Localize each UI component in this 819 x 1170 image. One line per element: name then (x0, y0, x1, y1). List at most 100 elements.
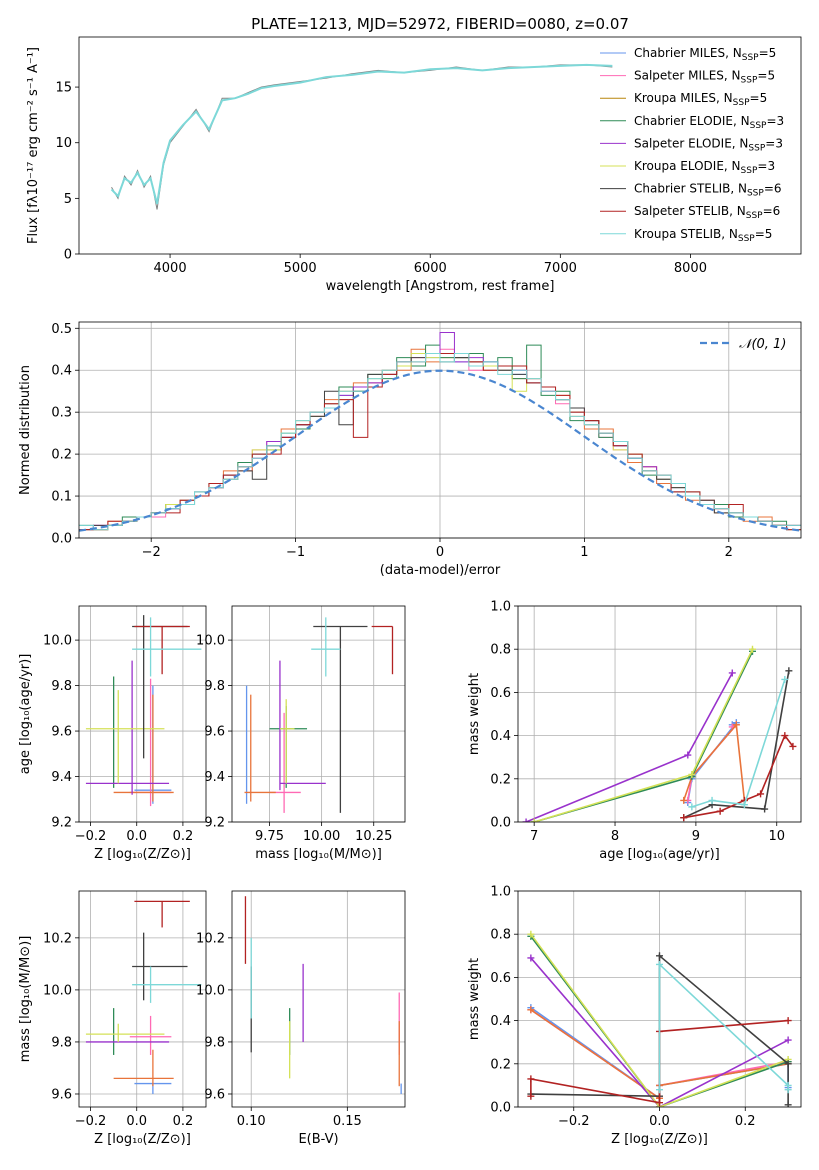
x-tick-label: 7000 (544, 261, 577, 276)
weight-marker-salpeter-stelib (781, 732, 789, 740)
y-tick-label: 9.4 (51, 770, 72, 785)
y-tick-label: 10.0 (196, 983, 225, 998)
y-tick-label: 9.6 (51, 725, 72, 740)
y-tick-label: 0.4 (51, 364, 72, 379)
y-tick-label: 9.8 (51, 1035, 72, 1050)
weight-marker-kroupa-stelib (781, 675, 789, 683)
legend-label-main: Chabrier STELIB, N (634, 182, 747, 196)
legend-label: Chabrier STELIB, NSSP=6 (634, 182, 782, 199)
x-tick-label: 0.0 (126, 829, 147, 844)
y-axis-label: Flux [fλ10⁻¹⁷ erg cm⁻² s⁻¹ A⁻¹] (26, 47, 41, 244)
plot-area-mass-vs-ebv (244, 896, 402, 1094)
legend-label-suffix: =6 (763, 204, 781, 218)
weight-marker-salpeter-stelib (789, 742, 797, 750)
x-tick-label: 4000 (154, 261, 187, 276)
weight-line-chabrier-elodie (530, 935, 789, 1107)
legend-label: Salpeter STELIB, NSSP=6 (634, 204, 780, 221)
weight-marker-kroupa-elodie (530, 818, 538, 822)
y-tick-label: 1.0 (490, 885, 511, 900)
y-tick-label: 0.2 (490, 1057, 511, 1072)
y-tick-label: 0.8 (490, 643, 511, 658)
x-tick-label: −0.2 (558, 1114, 590, 1129)
weight-line-salpeter-stelib (683, 733, 794, 819)
y-tick-label: 1.0 (490, 600, 511, 615)
plot-area-residuals (79, 331, 801, 532)
weight-marker-salpeter-elodie (522, 818, 530, 822)
y-axis-label: mass weight (467, 958, 482, 1040)
legend-label-main: Kroupa MILES, N (634, 91, 733, 105)
x-tick-label: 5000 (284, 261, 317, 276)
weight-line-salpeter-elodie (525, 672, 733, 822)
x-tick-label: 8 (611, 829, 619, 844)
legend-label-suffix: =5 (755, 227, 773, 241)
x-axis-label: (data-model)/error (380, 563, 501, 578)
legend-label-sub: SSP (748, 143, 765, 153)
legend-label-main: Chabrier ELODIE, N (634, 114, 750, 128)
panel-residuals: −2 −1 0 1 2 0.0 0.1 0.2 0.3 0.4 0.5 (data-model)/er… (18, 321, 802, 578)
legend-label-main: Salpeter MILES, N (634, 69, 741, 83)
x-tick-label: 0.2 (735, 1114, 756, 1129)
y-tick-label: 10.2 (196, 931, 225, 946)
y-tick-label: 10.0 (43, 983, 72, 998)
panel-age-vs-mass: 9.75 10.00 10.25 9.2 9.4 9.6 9.8 10.0 mass [log₁… (196, 605, 406, 862)
axes-frame (78, 321, 802, 539)
panel-spectrum: 4000 5000 6000 7000 8000 0 5 10 15 wavelength [An… (26, 15, 802, 294)
y-tick-label: 9.8 (51, 679, 72, 694)
legend-label: 𝒩(0, 1) (739, 337, 786, 352)
legend-label-sub: SSP (747, 189, 764, 199)
y-tick-label: 5 (64, 192, 72, 207)
legend-label-sub: SSP (742, 53, 759, 63)
y-tick-label: 10 (55, 136, 72, 151)
weight-marker-salpeter-stelib (680, 814, 688, 822)
x-tick-label: 7 (530, 829, 538, 844)
x-tick-label: 8000 (674, 261, 707, 276)
legend-label-sub: SSP (738, 234, 755, 244)
weight-marker-kroupa-stelib (656, 1086, 663, 1094)
weight-marker-kroupa-elodie (688, 770, 696, 778)
legend-label: Chabrier MILES, NSSP=5 (634, 46, 776, 63)
legend-label-sub: SSP (746, 211, 763, 221)
x-axis-label: Z [log₁₀(Z/Z⊙)] (94, 1132, 191, 1147)
normal-curve (79, 369, 801, 532)
y-tick-label: 9.6 (204, 725, 225, 740)
x-axis-label: Z [log₁₀(Z/Z⊙)] (611, 1132, 708, 1147)
weight-marker-salpeter-stelib (656, 1099, 663, 1107)
y-tick-label: 9.2 (204, 816, 225, 831)
x-tick-label: −1 (286, 545, 305, 560)
weight-marker-kroupa-stelib (740, 801, 748, 809)
panel-age-vs-Z: −0.2 0.0 0.2 9.2 9.4 9.6 9.8 10.0 Z [log₁₀(Z/Z⊙)… (18, 605, 207, 862)
y-tick-label: 9.8 (204, 1035, 225, 1050)
y-tick-label: 0.3 (51, 406, 72, 421)
y-tick-label: 0.2 (51, 448, 72, 463)
x-tick-label: 1 (580, 545, 588, 560)
spectrum-line-kroupa-stelib-model (110, 63, 613, 205)
y-axis-label: mass weight (467, 673, 482, 755)
weight-marker-chabrier-stelib (784, 1101, 792, 1107)
x-tick-label: −0.2 (75, 1114, 107, 1129)
y-tick-label: 9.2 (51, 816, 72, 831)
y-tick-label: 0.0 (490, 1101, 511, 1116)
panel-weight-vs-age: 7 8 9 10 0.0 0.2 0.4 0.6 0.8 1.0 age [log₁₀(age/yr… (467, 600, 802, 862)
legend-label-suffix: =3 (757, 159, 775, 173)
x-axis-label: wavelength [Angstrom, rest frame] (326, 279, 555, 294)
x-tick-label: 10.25 (355, 829, 392, 844)
x-axis-label: E(B-V) (298, 1132, 338, 1147)
weight-marker-salpeter-stelib (784, 1017, 792, 1025)
y-tick-label: 9.6 (204, 1087, 225, 1102)
plot-area-age-vs-Z (85, 615, 202, 807)
x-tick-label: 2 (725, 545, 733, 560)
weight-marker-chabrier-stelib (656, 952, 663, 960)
weight-marker-chabrier-stelib (785, 667, 793, 675)
legend-label-suffix: =5 (759, 46, 777, 60)
x-tick-label: 6000 (414, 261, 447, 276)
x-tick-label: 0 (436, 545, 444, 560)
x-tick-label: 9.75 (255, 829, 284, 844)
legend-label-main: Salpeter ELODIE, N (634, 136, 748, 150)
x-axis-label: Z [log₁₀(Z/Z⊙)] (94, 847, 191, 862)
y-tick-label: 10.0 (43, 634, 72, 649)
plot-area-spectrum (110, 63, 613, 210)
legend-label-sub: SSP (750, 121, 767, 131)
chart-title: PLATE=1213, MJD=52972, FIBERID=0080, z=0… (251, 15, 629, 33)
axes-frame (517, 890, 802, 1108)
weight-marker-salpeter-elodie (784, 1036, 792, 1044)
